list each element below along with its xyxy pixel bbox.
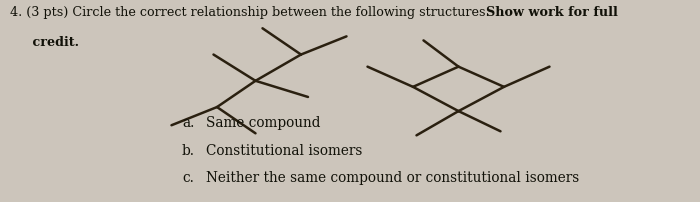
Text: credit.: credit. (10, 36, 79, 49)
Text: Show work for full: Show work for full (486, 6, 618, 19)
Text: b.: b. (182, 144, 195, 158)
Text: c.: c. (182, 171, 194, 185)
Text: Same compound: Same compound (206, 116, 321, 130)
Text: Neither the same compound or constitutional isomers: Neither the same compound or constitutio… (206, 171, 580, 185)
Text: a.: a. (182, 116, 195, 130)
Text: Constitutional isomers: Constitutional isomers (206, 144, 363, 158)
Text: 4. (3 pts) Circle the correct relationship between the following structures.: 4. (3 pts) Circle the correct relationsh… (10, 6, 494, 19)
